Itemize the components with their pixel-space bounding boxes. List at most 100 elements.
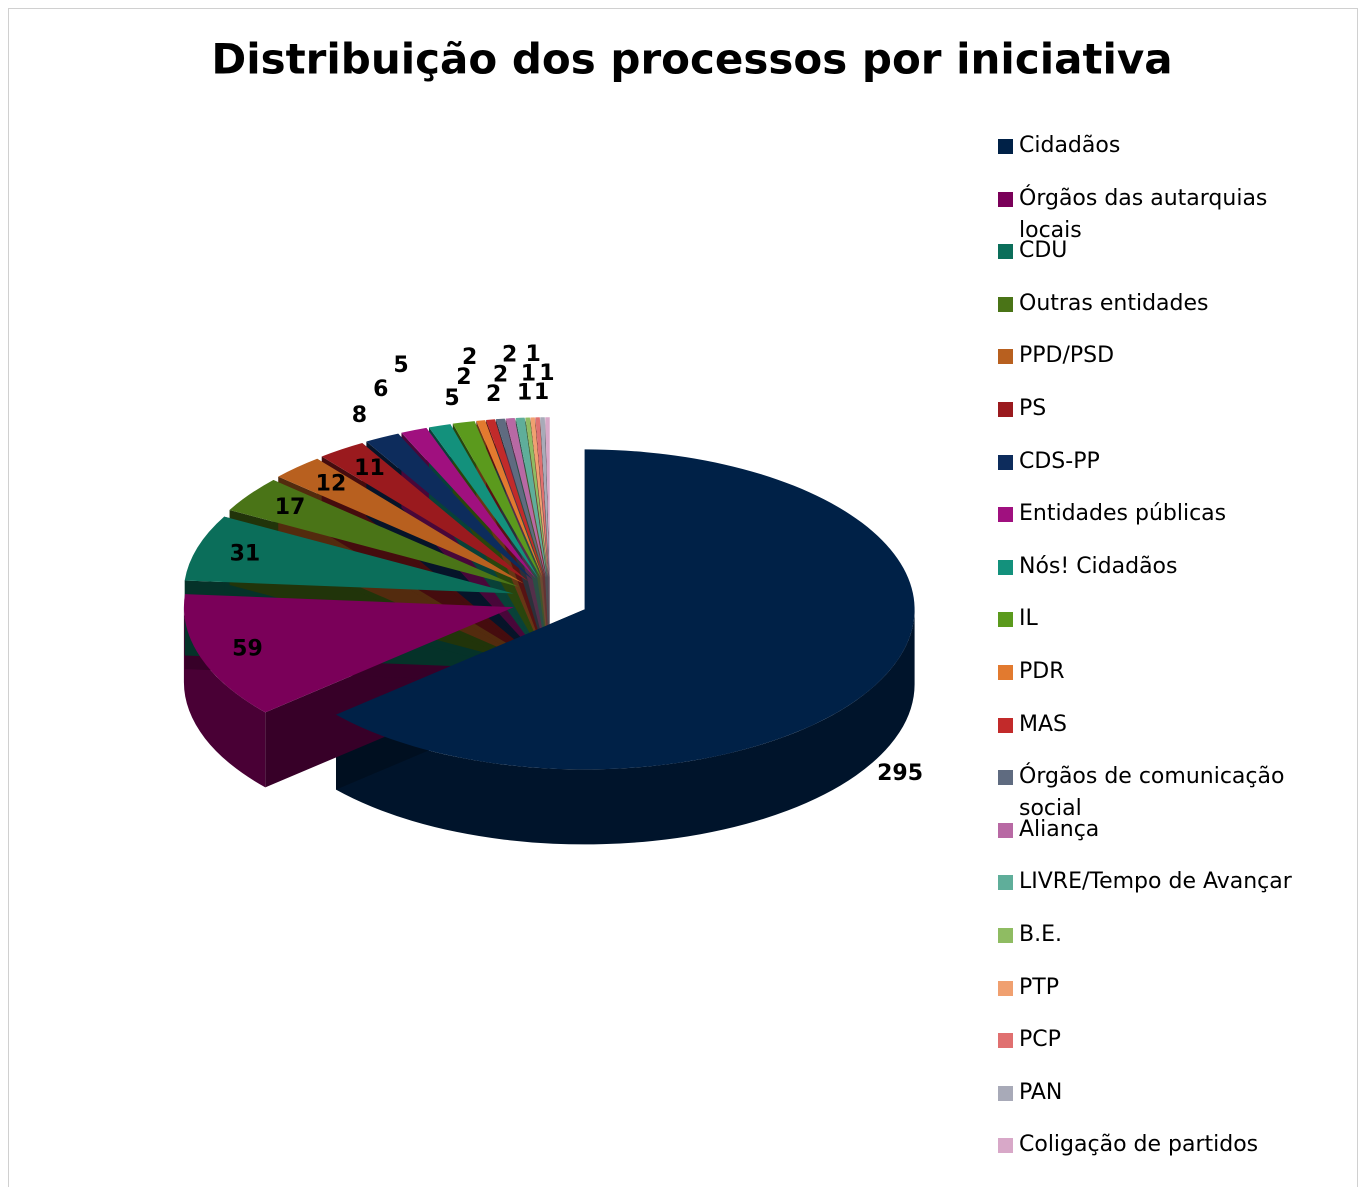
legend-swatch: [998, 664, 1013, 680]
slice: [452, 421, 542, 578]
legend-label: MAS: [1019, 711, 1067, 737]
data-label: 1: [534, 380, 549, 405]
legend-swatch: [998, 1033, 1013, 1049]
legend-label: Órgãos de comunicação social: [1019, 764, 1285, 822]
slice: [476, 420, 543, 578]
slice: [535, 417, 549, 578]
data-label: 31: [230, 541, 261, 566]
legend-swatch: [998, 454, 1013, 470]
legend-label: PTP: [1019, 974, 1059, 1000]
legend-swatch: [998, 401, 1013, 417]
legend-swatch: [998, 822, 1013, 838]
slice: [530, 417, 549, 578]
chart-title: Distribuição dos processos por iniciativ…: [211, 35, 1172, 84]
slice-side: [335, 609, 915, 845]
legend-label: Aliança: [1019, 816, 1100, 842]
data-label: 1: [526, 342, 541, 367]
legend-item: Nós! Cidadãos: [998, 551, 1298, 604]
slice: [505, 418, 546, 578]
data-label: 1: [521, 361, 536, 386]
legend-swatch: [998, 770, 1013, 786]
legend-label: Nós! Cidadãos: [1019, 553, 1178, 579]
legend-item: MAS: [998, 709, 1298, 762]
legend-swatch: [998, 244, 1013, 260]
legend-item: Aliança: [998, 814, 1298, 867]
data-label: 2: [502, 343, 517, 368]
legend-item: Órgãos das autarquias locais: [998, 183, 1298, 243]
data-label: 2: [456, 365, 471, 390]
legend-item: IL: [998, 603, 1298, 656]
legend-label: Cidadãos: [1019, 133, 1121, 158]
slice: [183, 594, 514, 713]
slice: [401, 427, 536, 579]
legend-item: LIVRE/Tempo de Avançar: [998, 866, 1298, 919]
legend-swatch: [998, 296, 1013, 312]
legend-swatch: [998, 717, 1013, 733]
legend-item: PDR: [998, 656, 1298, 709]
slice: [321, 443, 529, 582]
data-label: 1: [517, 381, 532, 406]
slice: [366, 433, 533, 580]
legend-item: PPD/PSD: [998, 340, 1298, 393]
legend-label: PCP: [1019, 1027, 1061, 1053]
data-label: 295: [877, 761, 923, 786]
chart-frame: [8, 8, 1358, 1187]
data-label: 2: [493, 362, 508, 387]
legend-item: PTP: [998, 972, 1298, 1025]
legend-label: Órgãos das autarquias locais: [1019, 185, 1268, 243]
slice: [429, 424, 539, 579]
slice: [184, 516, 514, 594]
legend-label: PDR: [1019, 658, 1065, 684]
legend-swatch: [998, 875, 1013, 891]
data-label: 11: [354, 456, 385, 481]
data-label: 2: [486, 382, 501, 407]
legend-label: PAN: [1019, 1079, 1063, 1105]
legend-swatch: [998, 1085, 1013, 1101]
legend-label: LIVRE/Tempo de Avançar: [1019, 869, 1292, 895]
slice-side: [183, 607, 266, 788]
slice: [486, 419, 544, 578]
slice: [545, 417, 550, 578]
data-label: 5: [393, 353, 408, 378]
slice: [515, 417, 547, 578]
data-label: 1: [539, 361, 554, 386]
data-label: 17: [275, 495, 306, 520]
legend-label: CDU: [1019, 238, 1068, 264]
legend-swatch: [998, 139, 1013, 154]
legend-swatch: [998, 1138, 1013, 1154]
legend-swatch: [998, 612, 1013, 628]
legend-label: Coligação de partidos: [1019, 1132, 1259, 1158]
top-layer: [183, 417, 915, 770]
slice: [229, 479, 519, 587]
legend-item: Cidadãos: [998, 130, 1298, 183]
data-label: 8: [352, 403, 367, 428]
slice: [495, 418, 545, 578]
legend-label: PS: [1019, 395, 1047, 421]
legend-item: Órgãos de comunicação social: [998, 761, 1298, 821]
legend-item: Coligação de partidos: [998, 1129, 1298, 1182]
legend-item: PS: [998, 393, 1298, 446]
legend-swatch: [998, 507, 1013, 523]
data-label: 6: [373, 377, 388, 402]
legend-label: PPD/PSD: [1019, 343, 1115, 369]
legend-label: CDS-PP: [1019, 448, 1100, 474]
legend-swatch: [998, 927, 1013, 943]
legend-item: PAN: [998, 1077, 1298, 1130]
slice: [540, 417, 550, 578]
legend: Cidadãos Órgãos das autarquias locais CDU O…: [998, 130, 1298, 1182]
data-label: 59: [232, 637, 263, 662]
data-label: 12: [316, 472, 347, 497]
legend-label: B.E.: [1019, 921, 1062, 947]
legend-item: Entidades públicas: [998, 498, 1298, 551]
legend-swatch: [998, 980, 1013, 996]
legend-item: B.E.: [998, 919, 1298, 972]
legend-item: CDU: [998, 235, 1298, 288]
slice: [335, 449, 915, 770]
legend-item: CDS-PP: [998, 446, 1298, 499]
legend-swatch: [998, 349, 1013, 365]
legend-swatch: [998, 559, 1013, 575]
legend-item: PCP: [998, 1024, 1298, 1077]
